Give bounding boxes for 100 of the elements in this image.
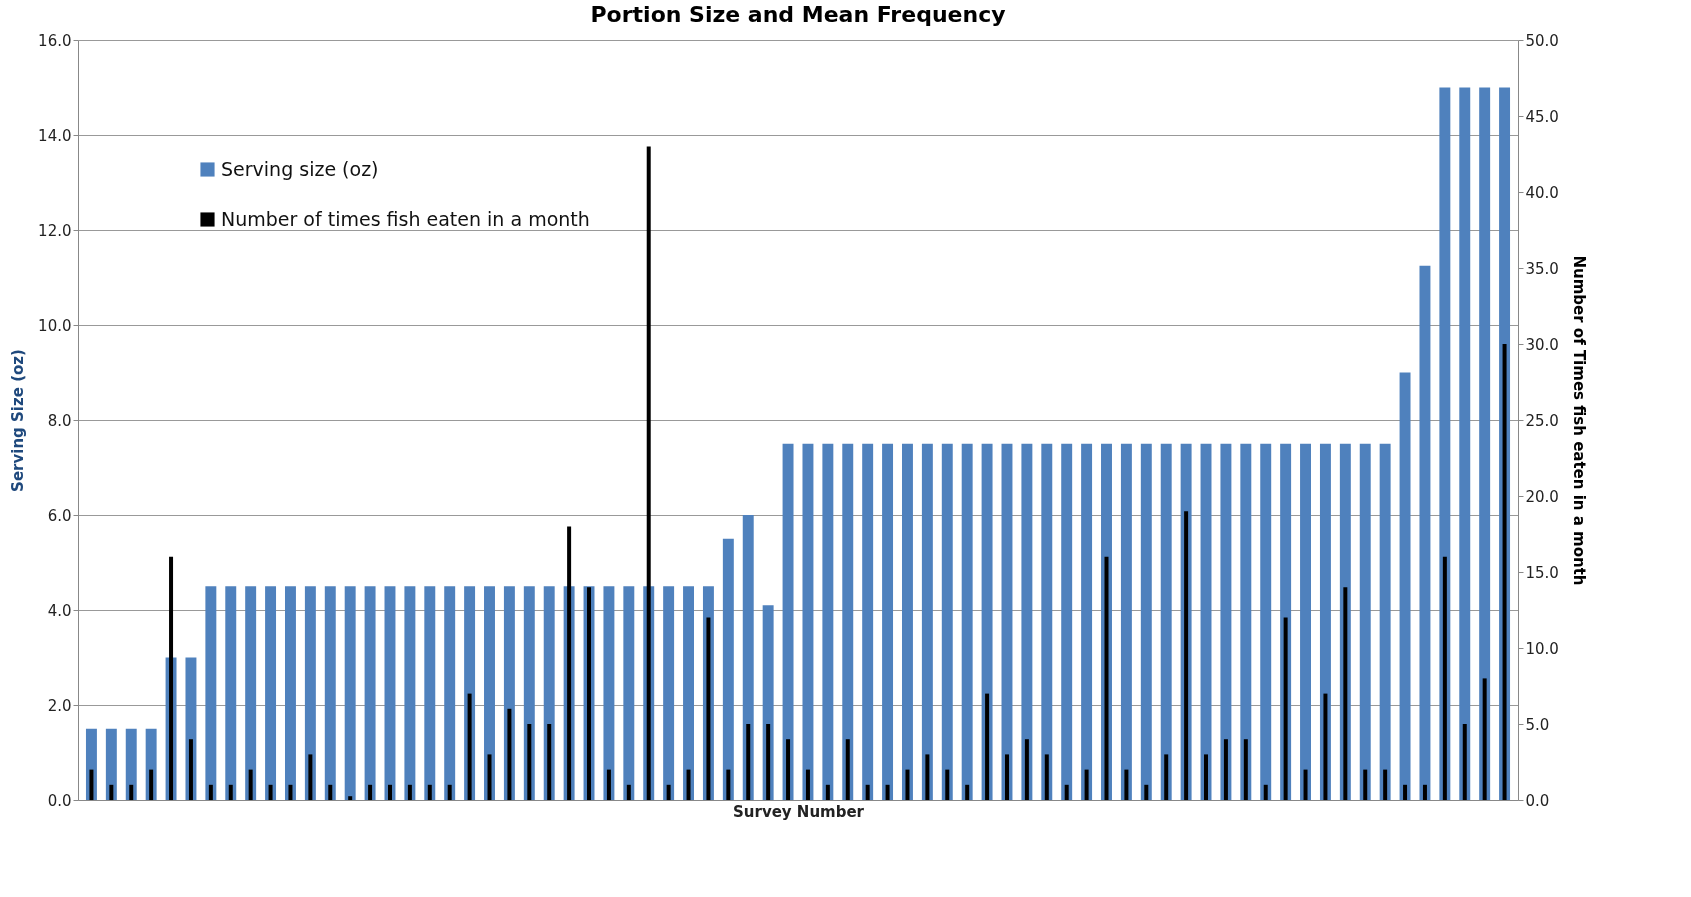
bar: [1399, 372, 1411, 800]
bar: [105, 728, 117, 800]
bar: [722, 538, 734, 800]
bar: [1363, 769, 1368, 800]
bar: [623, 586, 635, 800]
bar: [245, 586, 257, 800]
bar: [368, 784, 373, 800]
bar: [1260, 443, 1272, 800]
bar: [487, 754, 492, 800]
y2-tick-label: 0.0: [1525, 791, 1550, 810]
y2-tick-label: 25.0: [1525, 411, 1559, 430]
bar: [268, 784, 273, 800]
bar: [865, 784, 870, 800]
bar: [1459, 87, 1471, 800]
bar: [1422, 784, 1427, 800]
bar: [1124, 769, 1129, 800]
y-tick-label: 16.0: [38, 31, 72, 50]
bar: [603, 586, 615, 800]
bar: [188, 739, 193, 800]
bar: [1120, 443, 1132, 800]
bar: [384, 586, 396, 800]
bar: [348, 796, 353, 800]
bar: [109, 784, 114, 800]
bar: [845, 739, 850, 800]
bar: [1024, 739, 1029, 800]
bar: [1001, 443, 1013, 800]
bar: [683, 586, 695, 800]
bar: [862, 443, 874, 800]
bar: [89, 769, 94, 800]
bar: [666, 784, 671, 800]
bar: [424, 586, 436, 800]
bar: [822, 443, 834, 800]
bar: [1200, 443, 1212, 800]
bar: [1243, 739, 1248, 800]
bar: [1343, 587, 1348, 800]
y-tick-label: 14.0: [38, 126, 72, 145]
bar: [726, 769, 731, 800]
bar: [1359, 443, 1371, 800]
y2-tick-label: 10.0: [1525, 639, 1559, 658]
bar: [444, 586, 456, 800]
bar: [225, 586, 237, 800]
bar: [985, 693, 990, 800]
bar: [1303, 769, 1308, 800]
bar: [746, 724, 751, 800]
y2-tick-label: 40.0: [1525, 183, 1559, 202]
bar: [149, 769, 154, 800]
y-tick-label: 12.0: [38, 221, 72, 240]
bar: [248, 769, 253, 800]
bar: [1442, 556, 1447, 800]
bar: [786, 739, 791, 800]
bar: [1144, 784, 1149, 800]
bar: [284, 586, 296, 800]
bar: [1220, 443, 1232, 800]
bar: [1240, 443, 1252, 800]
y-tick-label: 0.0: [47, 791, 72, 810]
chart-title: Portion Size and Mean Frequency: [590, 2, 1006, 27]
bar: [1419, 265, 1431, 800]
bar: [606, 769, 611, 800]
bar: [1160, 443, 1172, 800]
legend-label: Number of times fish eaten in a month: [221, 207, 590, 230]
bar: [1004, 754, 1009, 800]
bar: [228, 784, 233, 800]
bar: [961, 443, 973, 800]
bar: [686, 769, 691, 800]
bar: [407, 784, 412, 800]
bar: [945, 769, 950, 800]
bar: [1300, 443, 1312, 800]
bar: [344, 586, 356, 800]
bar: [265, 586, 277, 800]
bar: [427, 784, 432, 800]
y-axis-title: Serving Size (oz): [9, 349, 28, 492]
bar: [1462, 724, 1467, 800]
y2-tick-label: 30.0: [1525, 335, 1559, 354]
bar: [1041, 443, 1053, 800]
bar: [1403, 784, 1408, 800]
bar: [364, 586, 376, 800]
x-axis-title: Survey Number: [732, 802, 865, 821]
bar: [328, 784, 333, 800]
bar: [527, 724, 532, 800]
y2-tick-label: 45.0: [1525, 107, 1559, 126]
bar: [1044, 754, 1049, 800]
bar: [805, 769, 810, 800]
bar: [1502, 344, 1507, 800]
bar: [1383, 769, 1388, 800]
bar: [208, 784, 213, 800]
bar: [905, 769, 910, 800]
bar: [1081, 443, 1093, 800]
bar: [129, 784, 134, 800]
bar: [1479, 87, 1491, 800]
y-tick-label: 4.0: [47, 601, 72, 620]
bar: [387, 784, 392, 800]
bar: [1140, 443, 1152, 800]
bar: [1064, 784, 1069, 800]
bar: [925, 754, 930, 800]
bar: [1323, 693, 1328, 800]
y2-tick-label: 5.0: [1525, 715, 1550, 734]
bar: [304, 586, 316, 800]
bar: [825, 784, 830, 800]
bar: [1104, 556, 1109, 800]
bar: [205, 586, 217, 800]
